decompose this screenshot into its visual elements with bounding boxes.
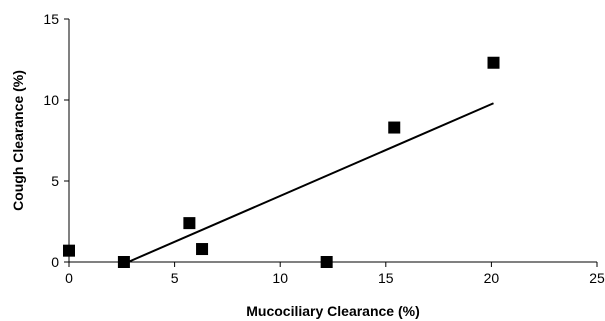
axes (68, 19, 597, 263)
data-point (196, 243, 209, 256)
x-axis-title: Mucociliary Clearance (%) (246, 303, 420, 319)
y-tick-label: 15 (43, 11, 59, 27)
y-tick-label: 0 (51, 254, 59, 270)
data-point (320, 256, 333, 268)
trendline-layer (127, 102, 494, 263)
data-point (388, 121, 401, 134)
y-axis-title: Cough Clearance (%) (10, 70, 26, 211)
x-tick-label: 10 (272, 270, 288, 286)
x-tick-label: 5 (171, 270, 179, 286)
x-tick-label: 0 (65, 270, 73, 286)
data-point (117, 256, 130, 268)
y-ticks: 0 5 10 15 (43, 11, 69, 270)
points-layer (63, 56, 500, 268)
x-tick-label: 20 (484, 270, 500, 286)
x-tick-label: 25 (589, 270, 605, 286)
data-point (487, 56, 500, 69)
trendline (127, 102, 494, 263)
data-point (183, 217, 196, 230)
y-tick-label: 10 (43, 92, 59, 108)
x-ticks: 0 5 10 15 20 25 (65, 262, 605, 286)
data-point (63, 244, 75, 257)
y-tick-label: 5 (51, 173, 59, 189)
x-tick-label: 15 (378, 270, 394, 286)
